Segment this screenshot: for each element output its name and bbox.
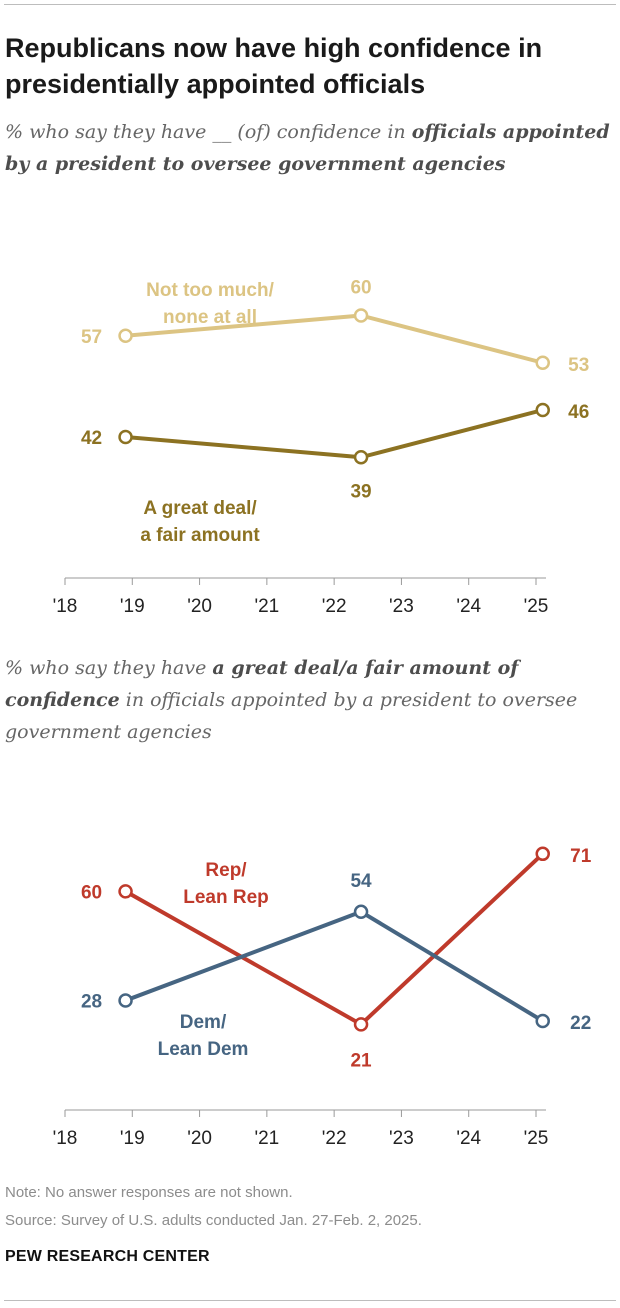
x-tick-label: '21 <box>254 596 279 617</box>
series-label: Lean Dem <box>158 1039 249 1060</box>
data-value-label: 28 <box>81 991 102 1012</box>
source-text: Source: Survey of U.S. adults conducted … <box>5 1212 422 1229</box>
x-tick-label: '23 <box>389 596 414 617</box>
data-point-marker <box>353 904 369 920</box>
series-label: Not too much/ <box>146 280 274 301</box>
data-value-label: 42 <box>81 428 102 449</box>
note-text: Note: No answer responses are not shown. <box>5 1184 293 1201</box>
bottom-rule <box>4 1300 616 1301</box>
subtitle-2-emphasis: a great deal/a fair amount of confidence <box>5 657 519 711</box>
series-line-1 <box>124 852 545 1027</box>
data-point-marker <box>353 1017 369 1032</box>
data-value-label: 71 <box>570 846 592 867</box>
data-point-marker <box>118 328 133 343</box>
subtitle-2-prefix: % who say they have <box>5 657 213 679</box>
series-label: Dem/ <box>180 1012 227 1033</box>
chart-subtitle-1: % who say they have __ (of) confidence i… <box>5 116 610 180</box>
series-label: a fair amount <box>140 525 260 546</box>
x-tick-label: '18 <box>53 596 78 617</box>
x-tick-label: '19 <box>120 596 145 617</box>
data-value-label: 39 <box>350 481 371 502</box>
x-tick-label: '24 <box>456 596 481 617</box>
subtitle-2-suffix: in officials appointed by a president to… <box>5 689 578 743</box>
data-value-label: 22 <box>570 1013 591 1034</box>
data-value-label: 57 <box>81 327 102 348</box>
data-point-marker <box>353 308 369 323</box>
top-rule <box>4 4 616 5</box>
x-tick-label: '24 <box>456 1128 481 1149</box>
data-point-marker <box>353 450 369 465</box>
x-tick-label: '22 <box>322 596 347 617</box>
data-value-label: 60 <box>350 278 371 299</box>
data-point-marker <box>118 884 133 899</box>
x-tick-label: '21 <box>254 1128 279 1149</box>
subtitle-1-prefix: % who say they have __ (of) confidence i… <box>5 121 412 143</box>
x-tick-label: '18 <box>53 1128 78 1149</box>
data-value-label: 53 <box>568 355 589 376</box>
x-tick-label: '20 <box>187 596 212 617</box>
chart-subtitle-2: % who say they have a great deal/a fair … <box>5 652 610 748</box>
data-value-label: 54 <box>350 871 372 892</box>
x-tick-label: '25 <box>524 1128 549 1149</box>
x-tick-label: '22 <box>322 1128 347 1149</box>
x-tick-label: '25 <box>524 596 549 617</box>
series-line-2 <box>125 408 544 460</box>
data-point-marker <box>118 993 133 1008</box>
data-point-marker <box>118 429 133 445</box>
confidence-overall-line-chart: '18 '19 '20 '21 '22 '23 '24 '25 57 60 53 Not too mu… <box>53 278 590 618</box>
data-value-label: 21 <box>350 1050 372 1071</box>
series-label: Lean Rep <box>183 887 269 908</box>
series-label: none at all <box>163 307 257 328</box>
chart-title: Republicans now have high confidence in … <box>5 33 543 99</box>
data-value-label: 46 <box>568 402 589 423</box>
data-point-marker <box>535 355 550 370</box>
data-point-marker <box>535 846 550 862</box>
data-point-marker <box>535 402 550 418</box>
series-label: A great deal/ <box>143 498 257 519</box>
data-value-label: 60 <box>81 882 102 903</box>
subtitle-1-emphasis: officials appointed by a president to ov… <box>5 121 610 175</box>
data-point-marker <box>535 1013 550 1029</box>
series-label: Rep/ <box>205 860 247 881</box>
x-tick-label: '20 <box>187 1128 212 1149</box>
pew-logo-text: PEW RESEARCH CENTER <box>5 1248 210 1265</box>
x-tick-label: '23 <box>389 1128 414 1149</box>
confidence-by-party-line-chart: '18 '19 '20 '21 '22 '23 '24 '25 60 21 71 Rep/Lean R… <box>53 846 592 1149</box>
x-tick-label: '19 <box>120 1128 145 1149</box>
